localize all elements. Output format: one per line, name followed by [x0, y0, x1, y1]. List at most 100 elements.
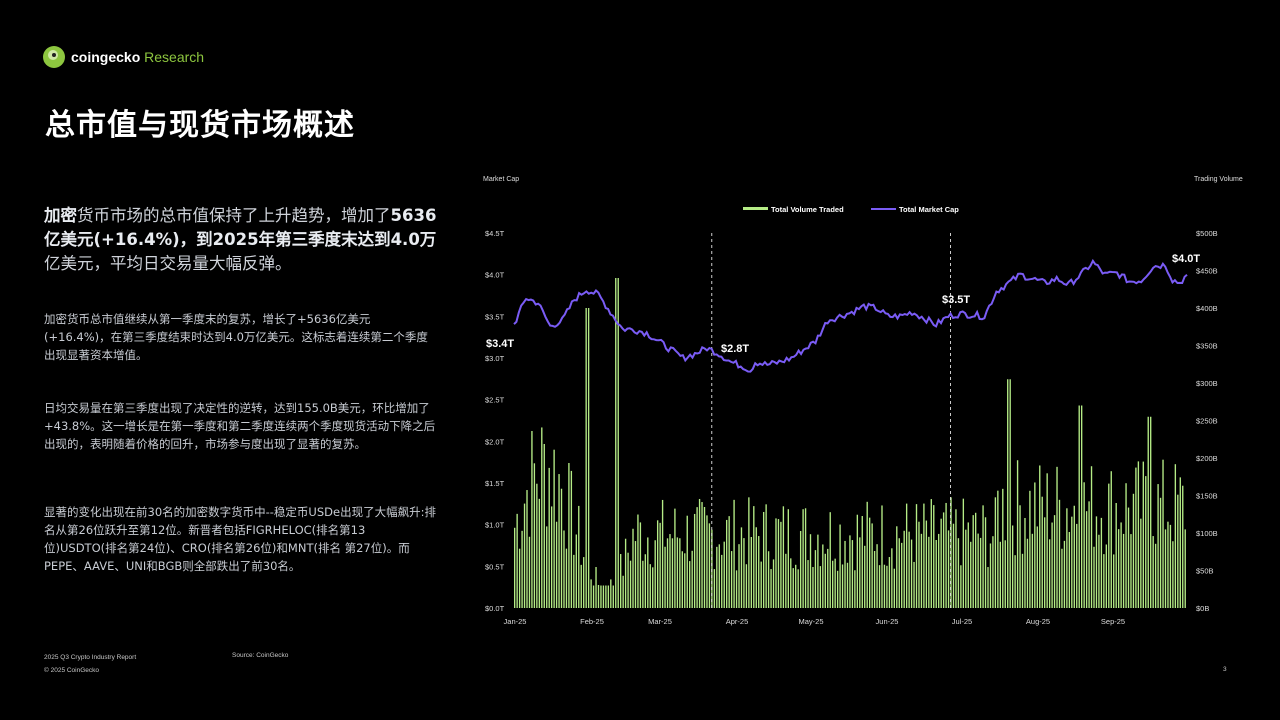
left-tick-label: $4.5T [485, 229, 505, 238]
volume-bar [999, 541, 1002, 608]
volume-bar [718, 544, 720, 608]
volume-bar [531, 430, 533, 608]
volume-bar [994, 497, 997, 608]
volume-bar [568, 463, 570, 608]
volume-bar [1157, 484, 1159, 608]
volume-bar [671, 538, 674, 608]
volume-bar [770, 569, 772, 608]
volume-bar [1113, 554, 1115, 608]
volume-bar [1135, 467, 1137, 608]
volume-bar [918, 521, 920, 608]
volume-bar [955, 509, 957, 608]
volume-bar [755, 527, 757, 608]
volume-bar [989, 543, 992, 608]
volume-bar [555, 521, 558, 608]
volume-bar [696, 507, 698, 608]
volume-bar [802, 509, 804, 608]
volume-bar [587, 308, 590, 608]
volume-bar [565, 548, 568, 608]
volume-bar [659, 522, 661, 608]
volume-bar [528, 536, 531, 608]
volume-bar [1058, 499, 1061, 608]
right-tick-label: $450B [1196, 267, 1218, 276]
volume-bar [1177, 494, 1179, 608]
volume-bar [1019, 505, 1021, 608]
volume-bar [617, 278, 619, 608]
volume-bar [693, 513, 696, 608]
paragraph-volume: 日均交易量在第三季度出现了决定性的逆转，达到155.0B美元，环比增加了+43.… [44, 401, 436, 451]
volume-bar [817, 534, 819, 608]
market-cap-data-label: $4.0T [1172, 253, 1200, 265]
volume-bar [962, 498, 965, 608]
volume-bar [735, 570, 738, 608]
x-tick-label: Jul-25 [952, 617, 972, 626]
volume-bar [647, 537, 649, 608]
volume-bar [1142, 461, 1144, 608]
volume-bar [901, 542, 903, 608]
volume-bar [595, 567, 597, 608]
volume-bar [871, 523, 873, 608]
volume-bar [950, 497, 952, 608]
volume-bar [1073, 505, 1075, 608]
volume-bar [952, 523, 955, 608]
market-cap-line [513, 258, 1188, 373]
volume-bar [1100, 517, 1103, 608]
volume-bar [730, 551, 733, 608]
volume-bar [543, 443, 545, 608]
volume-bar [1088, 501, 1090, 608]
volume-bar [656, 520, 659, 608]
volume-bar [1167, 521, 1169, 608]
volume-bar [1164, 529, 1167, 608]
volume-bar [839, 524, 841, 608]
footer-report: 2025 Q3 Crypto Industry Report [44, 654, 137, 661]
volume-bar [1085, 511, 1088, 608]
volume-bar [664, 546, 666, 608]
volume-bar [711, 529, 713, 608]
volume-bar [992, 536, 994, 608]
volume-bar [1152, 536, 1154, 608]
volume-bar [679, 538, 681, 608]
volume-bar [814, 550, 817, 608]
left-tick-label: $1.0T [485, 521, 505, 530]
volume-bar [1140, 518, 1142, 608]
volume-bar [652, 567, 654, 608]
volume-bar [563, 530, 565, 608]
volume-bar [620, 554, 622, 608]
volume-bar [979, 537, 982, 608]
volume-bar [1110, 471, 1112, 608]
volume-bar [1053, 515, 1056, 608]
volume-bar [703, 506, 706, 608]
volume-bar [1132, 493, 1135, 608]
volume-bar [772, 559, 775, 608]
volume-bar [590, 579, 592, 608]
volume-bar [1184, 529, 1186, 608]
volume-bar [541, 427, 543, 608]
volume-bar [1154, 543, 1157, 608]
volume-bar [827, 548, 829, 608]
right-tick-label: $500B [1196, 229, 1218, 238]
volume-bar [642, 560, 644, 608]
volume-bar [624, 538, 627, 608]
volume-bar [661, 499, 664, 608]
volume-bar [1098, 534, 1100, 608]
volume-bar [1105, 544, 1108, 608]
volume-bar [1026, 538, 1029, 608]
volume-bar [790, 558, 792, 608]
volume-bar [748, 497, 750, 608]
volume-bar [930, 499, 932, 608]
volume-bar [1009, 379, 1011, 608]
volume-bar [1093, 546, 1095, 608]
lead-summary: 加密货币市场的总市值保持了上升趋势，增加了5636亿美元(+16.4%)，到20… [44, 206, 437, 273]
volume-bar [607, 585, 610, 608]
volume-bar [743, 538, 745, 608]
volume-bar [733, 499, 735, 608]
volume-bar [674, 508, 676, 608]
volume-bar [615, 278, 617, 608]
volume-bar [1063, 540, 1066, 608]
x-tick-label: May-25 [798, 617, 823, 626]
volume-bar [518, 548, 521, 608]
volume-bar [716, 546, 718, 608]
volume-bar [967, 522, 969, 608]
volume-bar [669, 534, 671, 608]
